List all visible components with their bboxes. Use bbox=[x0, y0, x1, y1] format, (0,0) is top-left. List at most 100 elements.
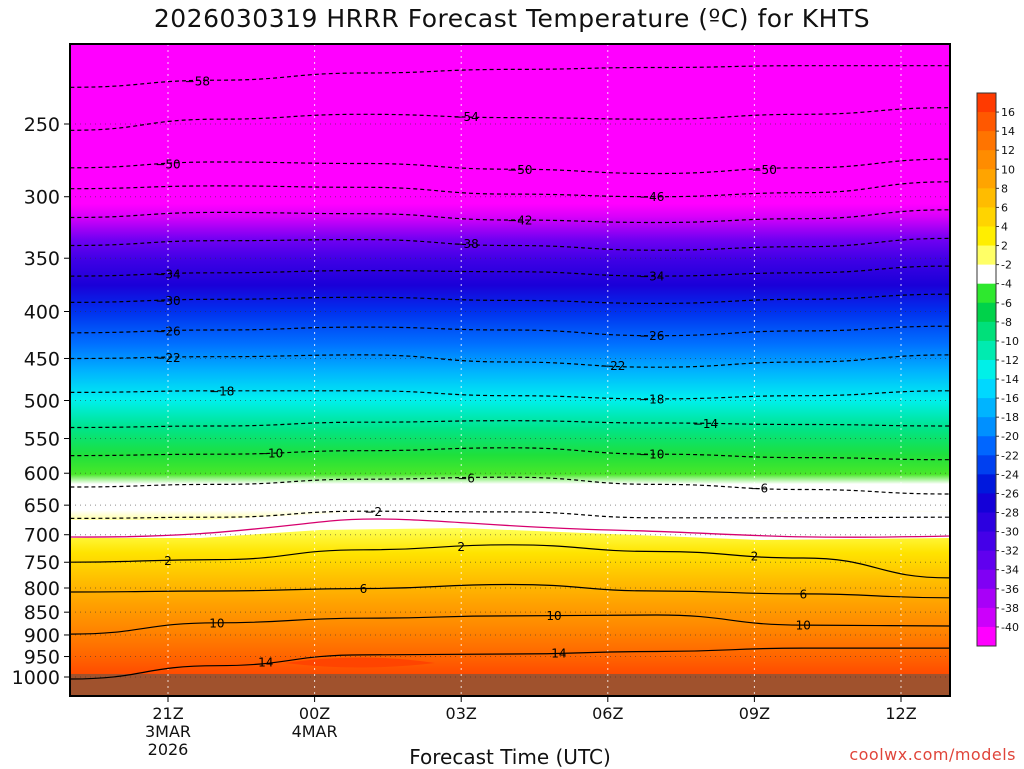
colorbar-swatch bbox=[977, 359, 996, 380]
contour-label: −50 bbox=[752, 163, 777, 177]
colorbar-label: 12 bbox=[1001, 144, 1015, 157]
contour-label: 6 bbox=[360, 582, 368, 596]
colorbar-label: -16 bbox=[1001, 392, 1019, 405]
colorbar-swatch bbox=[977, 112, 996, 132]
contour-label: −50 bbox=[155, 157, 180, 171]
contour-label: −54 bbox=[453, 110, 478, 124]
colorbar-swatch bbox=[977, 626, 996, 647]
y-tick-label: 900 bbox=[24, 625, 60, 647]
colorbar-swatch bbox=[977, 436, 996, 456]
contour-label: −2 bbox=[364, 505, 382, 519]
colorbar-swatch bbox=[977, 474, 996, 494]
y-tick-label: 350 bbox=[24, 248, 60, 270]
contour-label: 10 bbox=[796, 619, 811, 633]
colorbar-swatch bbox=[977, 321, 996, 342]
colorbar-label: -2 bbox=[1001, 259, 1012, 272]
colorbar-frame bbox=[976, 92, 997, 647]
contour-label: 2 bbox=[751, 549, 759, 563]
y-tick-label: 500 bbox=[24, 391, 60, 413]
y-tick-label: 750 bbox=[24, 552, 60, 574]
x-tick-label: 03Z bbox=[446, 704, 477, 723]
contour-label: −22 bbox=[600, 359, 625, 373]
contour-label: −30 bbox=[155, 294, 180, 308]
colorbar-label: -22 bbox=[1001, 449, 1019, 462]
contour-label: −18 bbox=[209, 384, 234, 398]
colorbar-swatch bbox=[977, 455, 996, 475]
temperature-field bbox=[70, 44, 950, 696]
colorbar-label: -26 bbox=[1001, 487, 1019, 500]
colorbar-swatch bbox=[977, 493, 996, 514]
colorbar-label: -36 bbox=[1001, 583, 1019, 596]
contour-label: 10 bbox=[546, 609, 561, 623]
colorbar-swatch bbox=[977, 550, 996, 571]
contour-label: −50 bbox=[507, 163, 532, 177]
contour-line bbox=[70, 583, 950, 599]
contour-label: −10 bbox=[258, 446, 283, 460]
x-tick-label: 21Z bbox=[152, 704, 183, 723]
contour-label: −34 bbox=[639, 269, 664, 283]
colorbar-swatch bbox=[977, 588, 996, 609]
colorbar-label: 14 bbox=[1001, 125, 1015, 138]
x-tick-label: 06Z bbox=[592, 704, 623, 723]
colorbar-swatch bbox=[977, 169, 996, 189]
colorbar-swatch bbox=[977, 531, 996, 552]
contour-label: −6 bbox=[750, 481, 768, 495]
colorbar-swatch bbox=[977, 150, 996, 170]
x-tick-label: 12Z bbox=[885, 704, 916, 723]
freezing-band bbox=[70, 506, 950, 540]
y-tick-label: 650 bbox=[24, 495, 60, 517]
y-tick-label: 400 bbox=[24, 301, 60, 323]
colorbar-swatch bbox=[977, 93, 996, 113]
y-tick-label: 800 bbox=[24, 578, 60, 600]
contour-label: −18 bbox=[639, 392, 664, 406]
colorbar-swatch bbox=[977, 264, 996, 285]
colorbar-swatch bbox=[977, 207, 996, 227]
colorbar-swatch bbox=[977, 607, 996, 628]
colorbar-label: -4 bbox=[1001, 278, 1012, 291]
y-tick-label: 250 bbox=[24, 114, 60, 136]
colorbar-label: -6 bbox=[1001, 297, 1012, 310]
x-tick-label: 00Z bbox=[299, 704, 330, 723]
warm-core bbox=[285, 657, 435, 668]
colorbar-label: 10 bbox=[1001, 163, 1015, 176]
contour-label: −26 bbox=[639, 329, 664, 343]
ground-strip bbox=[70, 674, 950, 696]
colorbar-label: -18 bbox=[1001, 411, 1019, 424]
colorbar-label: 6 bbox=[1001, 201, 1008, 214]
colorbar-swatch bbox=[977, 398, 996, 418]
y-tick-label: 600 bbox=[24, 463, 60, 485]
contour-line bbox=[70, 544, 950, 579]
y-tick-label: 450 bbox=[24, 348, 60, 370]
contour-label: −14 bbox=[693, 417, 718, 431]
contour-label: −42 bbox=[507, 214, 532, 228]
contour-label: −22 bbox=[155, 351, 180, 365]
colorbar-swatch bbox=[977, 417, 996, 437]
contour-line bbox=[70, 107, 950, 131]
chart-title: 2026030319 HRRR Forecast Temperature (ºC… bbox=[153, 4, 871, 33]
contour-label: −58 bbox=[185, 75, 210, 89]
colorbar-label: -14 bbox=[1001, 373, 1019, 386]
contour-label: −46 bbox=[639, 190, 664, 204]
colorbar-swatch bbox=[977, 226, 996, 247]
y-tick-label: 300 bbox=[24, 187, 60, 209]
colorbar-label: -32 bbox=[1001, 545, 1019, 558]
colorbar-label: 8 bbox=[1001, 182, 1008, 195]
colorbar-label: -30 bbox=[1001, 526, 1019, 539]
colorbar-label: -24 bbox=[1001, 468, 1019, 481]
y-tick-label: 950 bbox=[24, 647, 60, 669]
colorbar-swatch bbox=[977, 188, 996, 208]
contour-label: 14 bbox=[258, 656, 273, 670]
colorbar-label: 2 bbox=[1001, 240, 1008, 253]
contour-label: −10 bbox=[639, 447, 664, 461]
x-tick-sublabel: 4MAR bbox=[292, 722, 338, 741]
x-axis-label: Forecast Time (UTC) bbox=[409, 745, 611, 769]
colorbar-label: -38 bbox=[1001, 602, 1019, 615]
colorbar-label: -34 bbox=[1001, 564, 1019, 577]
colorbar-swatch bbox=[977, 131, 996, 151]
contour-line bbox=[70, 647, 950, 680]
colorbar-label: 16 bbox=[1001, 106, 1015, 119]
colorbar-swatch bbox=[977, 302, 996, 323]
y-tick-label: 700 bbox=[24, 525, 60, 547]
y-tick-label: 1000 bbox=[12, 667, 60, 689]
